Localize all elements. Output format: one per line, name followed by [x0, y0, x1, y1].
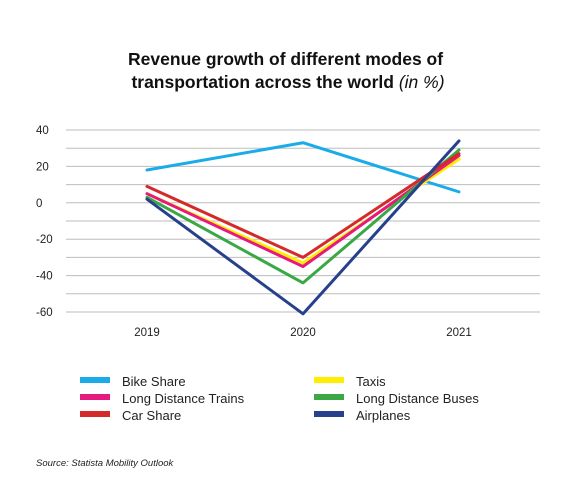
legend-item: Airplanes [314, 408, 411, 423]
y-tick-label: 20 [36, 161, 49, 173]
x-tick-label: 2019 [134, 327, 160, 339]
legend-swatch [80, 394, 110, 400]
series-line-long-distance-buses [145, 148, 461, 285]
gridlines [66, 129, 540, 313]
legend-swatch [314, 411, 344, 417]
series-line-car-share [145, 152, 461, 259]
legend-item: Long Distance Trains [80, 391, 245, 406]
x-axis: 2019 2020 2021 [134, 327, 472, 339]
series-line-bike-share [145, 141, 461, 194]
x-tick-label: 2021 [446, 327, 472, 339]
y-tick-label: 0 [36, 198, 42, 210]
chart-title-line-1: Revenue growth of different modes of [128, 49, 443, 69]
plot-area [145, 139, 461, 316]
series-line-taxis [145, 157, 461, 265]
legend-label: Bike Share [122, 374, 186, 389]
legend-swatch [314, 394, 344, 400]
chart-title-unit: (in %) [399, 72, 445, 92]
legend-label: Long Distance Buses [356, 391, 479, 406]
chart-title-line-2: transportation across the world [131, 72, 398, 92]
legend-item: Bike Share [80, 374, 186, 389]
legend: Bike Share Taxis Long Distance Trains Long … [80, 374, 479, 423]
y-tick-label: -60 [36, 307, 53, 319]
legend-swatch [80, 377, 110, 383]
legend-label: Long Distance Trains [122, 391, 245, 406]
legend-item: Car Share [80, 408, 181, 423]
series-line-airplanes [145, 139, 461, 316]
legend-swatch [80, 411, 110, 417]
legend-label: Car Share [122, 408, 181, 423]
legend-item: Long Distance Buses [314, 391, 479, 406]
legend-swatch [314, 377, 344, 383]
chart-title: Revenue growth of different modes of tra… [128, 49, 448, 92]
y-tick-label: -40 [36, 271, 53, 283]
x-tick-label: 2020 [290, 327, 316, 339]
y-tick-label: -20 [36, 234, 53, 246]
source-note: Source: Statista Mobility Outlook [36, 458, 175, 469]
y-tick-label: 40 [36, 125, 49, 137]
legend-label: Taxis [356, 374, 386, 389]
series-line-long-distance-trains [145, 153, 461, 268]
y-axis: 40 20 0 -20 -40 -60 [36, 125, 53, 319]
legend-label: Airplanes [356, 408, 411, 423]
legend-item: Taxis [314, 374, 386, 389]
